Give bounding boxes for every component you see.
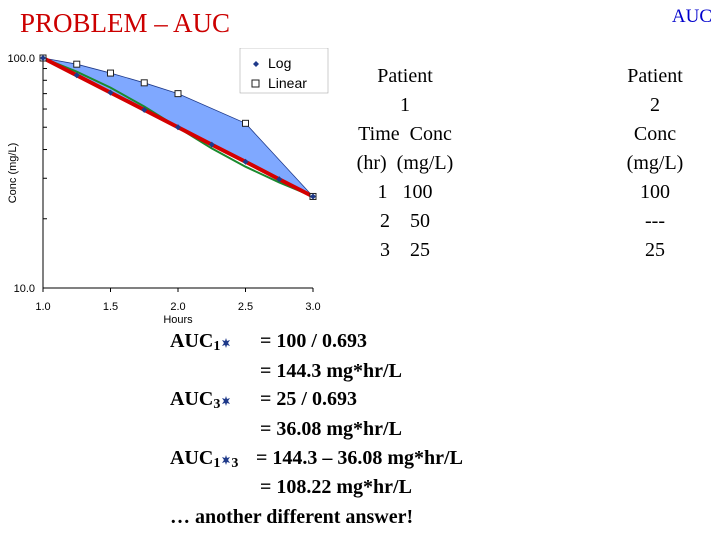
calc-r5-text: = 144.3 – 36.08 mg*hr/L <box>256 447 463 469</box>
log-point <box>141 106 148 113</box>
linear-point <box>174 90 182 98</box>
auc-chart: 1.0 1.5 2.0 2.5 3.0 100.0 10.0 Hours Conc (mg/… <box>7 48 329 326</box>
auc-13-label: AUC <box>170 447 214 469</box>
p1-row-5: 2 50 <box>380 210 430 232</box>
x-tick-label: 2.0 <box>170 301 185 313</box>
linear-point <box>242 119 249 127</box>
log-point <box>73 72 80 79</box>
patient1-table: Patient 1 Time Conc (hr) (mg/L) 1 100 2 … <box>325 62 485 265</box>
infinity-glyph-icon <box>222 338 231 348</box>
y-tick-label: 100.0 <box>7 53 35 65</box>
auc-3-label: AUC <box>170 388 214 410</box>
p2-row-5: --- <box>645 210 665 232</box>
log-point <box>40 55 46 61</box>
log-point <box>107 89 114 96</box>
legend-log-marker <box>253 61 259 67</box>
log-point <box>310 193 316 200</box>
p1-row-0: Patient <box>377 65 433 87</box>
p1-row-4: 1 100 <box>377 181 433 203</box>
legend-linear-label: Linear <box>268 75 307 91</box>
p2-row-6: 25 <box>645 239 665 261</box>
p2-row-4: 100 <box>640 181 670 203</box>
corner-label: AUC <box>671 6 712 27</box>
infinity-glyph-icon <box>222 396 231 406</box>
y-axis-label: Conc (mg/L) <box>7 143 19 204</box>
linear-point <box>73 60 81 68</box>
auc-1-sub: 1 <box>213 339 221 354</box>
calc-r1-text: = 100 / 0.693 <box>260 330 367 352</box>
calc-r3-text: = 25 / 0.693 <box>260 388 357 410</box>
linear-point <box>140 79 148 87</box>
p2-row-2: Conc <box>633 123 677 145</box>
legend-log-label: Log <box>268 55 291 71</box>
y-tick-label: 10.0 <box>14 283 35 295</box>
log-point <box>208 141 215 148</box>
linear-point <box>107 69 114 77</box>
calc-r6-text: = 108.22 mg*hr/L <box>260 476 412 498</box>
infinity-glyph-icon <box>222 455 231 465</box>
data-markers <box>39 54 317 200</box>
x-tick-label: 3.0 <box>305 301 320 313</box>
auc-13-sub-a: 1 <box>213 456 221 471</box>
calc-r4-text: = 36.08 mg*hr/L <box>260 418 402 440</box>
p1-row-2: Time Conc <box>358 123 452 145</box>
p2-row-1: 2 <box>650 94 660 116</box>
auc-1-label: AUC <box>170 330 214 352</box>
patient2-table: Patient 2 Conc (mg/L) 100 --- 25 <box>590 62 720 265</box>
calc-r2-text: = 144.3 mg*hr/L <box>260 360 402 382</box>
calc-r7-text: … another different answer! <box>170 506 414 528</box>
log-point <box>175 124 181 131</box>
calc-row-7: … another different answer! <box>170 506 413 534</box>
p2-row-0: Patient <box>627 65 683 87</box>
p2-row-3: (mg/L) <box>626 152 684 174</box>
legend-linear-marker <box>251 79 260 88</box>
slide-title: PROBLEM – AUC <box>20 8 231 38</box>
tick-labels: 1.0 1.5 2.0 2.5 3.0 100.0 10.0 <box>7 53 320 313</box>
log-point <box>242 158 249 165</box>
chart-axes <box>42 58 314 292</box>
legend: Log Linear <box>239 48 329 94</box>
p1-row-3: (hr) (mg/L) <box>356 152 454 174</box>
p1-row-6: 3 25 <box>380 239 430 261</box>
x-tick-label: 2.5 <box>238 301 253 313</box>
p1-row-1: 1 <box>400 94 410 116</box>
x-tick-label: 1.0 <box>35 301 50 313</box>
x-tick-label: 1.5 <box>103 301 118 313</box>
x-axis-label: Hours <box>163 314 193 326</box>
auc-3-sub: 3 <box>213 397 221 412</box>
log-point <box>276 176 283 183</box>
auc-13-sub-b: 3 <box>231 456 239 471</box>
